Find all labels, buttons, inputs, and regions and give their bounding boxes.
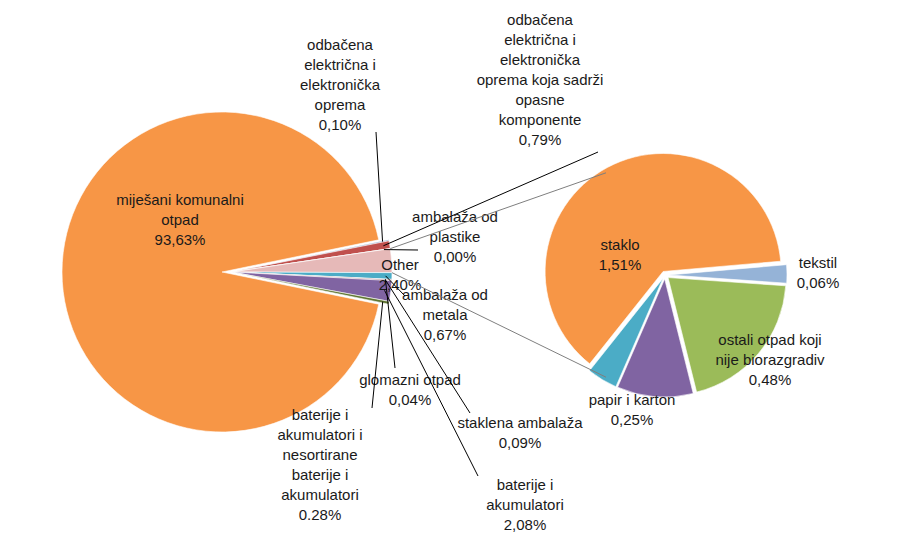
label-line: opasne <box>515 91 564 108</box>
label-line: baterije i <box>292 466 349 483</box>
value-label: 0,79% <box>519 131 562 148</box>
pie-labels: miješani komunalni otpad 93,63% odbačena ele… <box>116 11 603 533</box>
label-line: akumulatori <box>486 496 564 513</box>
label-line: električna i <box>304 56 376 73</box>
label-line: staklena ambalaža <box>457 414 583 431</box>
category-label: ambalaža od plastike <box>412 208 498 245</box>
category-label: baterije i akumulatori i nesortirane bateri… <box>277 406 362 503</box>
label-line: otpad <box>161 211 199 228</box>
connector-line <box>390 173 606 249</box>
category-label: miješani komunalni otpad <box>116 191 244 228</box>
pie-slice <box>232 272 389 304</box>
label-line: plastike <box>430 228 481 245</box>
category-label: baterije i akumulatori <box>486 476 564 513</box>
category-label: odbačena električna i elektronička oprema k… <box>477 11 604 128</box>
leader-line <box>372 302 383 408</box>
background <box>0 0 911 547</box>
pie-slice <box>232 249 392 273</box>
value-label: 0,10% <box>319 116 362 133</box>
connectors <box>390 173 606 377</box>
label-line: nesortirane <box>282 446 357 463</box>
label-line: akumulatori <box>281 486 359 503</box>
chart-canvas: miješani komunalni otpad 93,63% odbačena ele… <box>0 0 911 547</box>
category-label: odbačena električna i elektronička oprema <box>300 36 381 113</box>
value-label: 2,08% <box>504 516 547 533</box>
category-label: staklena ambalaža <box>457 414 583 431</box>
category-label: staklo <box>600 236 639 253</box>
value-label: 0.28% <box>299 506 342 523</box>
label-line: ambalaža od <box>402 286 488 303</box>
leader-line <box>385 280 470 413</box>
category-label: ostali otpad koji nije biorazgradiv <box>715 331 825 368</box>
category-label: ambalaža od metala <box>402 286 488 323</box>
value-label: 93,63% <box>155 231 206 248</box>
label-line: ambalaža od <box>412 208 498 225</box>
label-line: odbačena <box>307 36 374 53</box>
label-line: miješani komunalni <box>116 191 244 208</box>
category-label: Other <box>381 256 419 273</box>
label-line: ostali otpad koji <box>718 331 821 348</box>
leader-line <box>376 132 383 242</box>
value-label: 0,67% <box>424 326 467 343</box>
value-label: 0,09% <box>499 434 542 451</box>
value-label: 0,04% <box>389 391 432 408</box>
label-line: odbačena <box>507 11 574 28</box>
value-label: 0,06% <box>797 274 840 291</box>
pie-slice <box>589 278 662 386</box>
label-line: električna i <box>504 31 576 48</box>
label-line: metala <box>422 306 468 323</box>
connector-line <box>392 273 606 378</box>
leader-line <box>385 290 478 476</box>
value-label: 1,51% <box>599 256 642 273</box>
label-line: elektronička <box>500 51 581 68</box>
value-label: 0,25% <box>611 411 654 428</box>
category-label: tekstil <box>799 254 837 271</box>
leader-line <box>386 276 405 296</box>
pie-slices <box>62 112 392 432</box>
label-line: baterije i <box>292 406 349 423</box>
label-line: komponente <box>499 111 582 128</box>
label-line: oprema <box>315 96 367 113</box>
leader-line <box>384 249 418 250</box>
label-line: akumulatori i <box>277 426 362 443</box>
category-label: papir i karton <box>589 391 676 408</box>
label-line: baterije i <box>497 476 554 493</box>
label-line: oprema koja sadrži <box>477 71 604 88</box>
value-label: 0,48% <box>749 371 792 388</box>
label-line: papir i karton <box>589 391 676 408</box>
label-line: elektronička <box>300 76 381 93</box>
value-label: 0,00% <box>434 248 477 265</box>
label-line: Other <box>381 256 419 273</box>
label-line: tekstil <box>799 254 837 271</box>
pie-labels: staklo 1,51% tekstil 0,06% ostali otpad koji… <box>589 236 840 428</box>
label-line: staklo <box>600 236 639 253</box>
label-line: nije biorazgradiv <box>715 351 825 368</box>
